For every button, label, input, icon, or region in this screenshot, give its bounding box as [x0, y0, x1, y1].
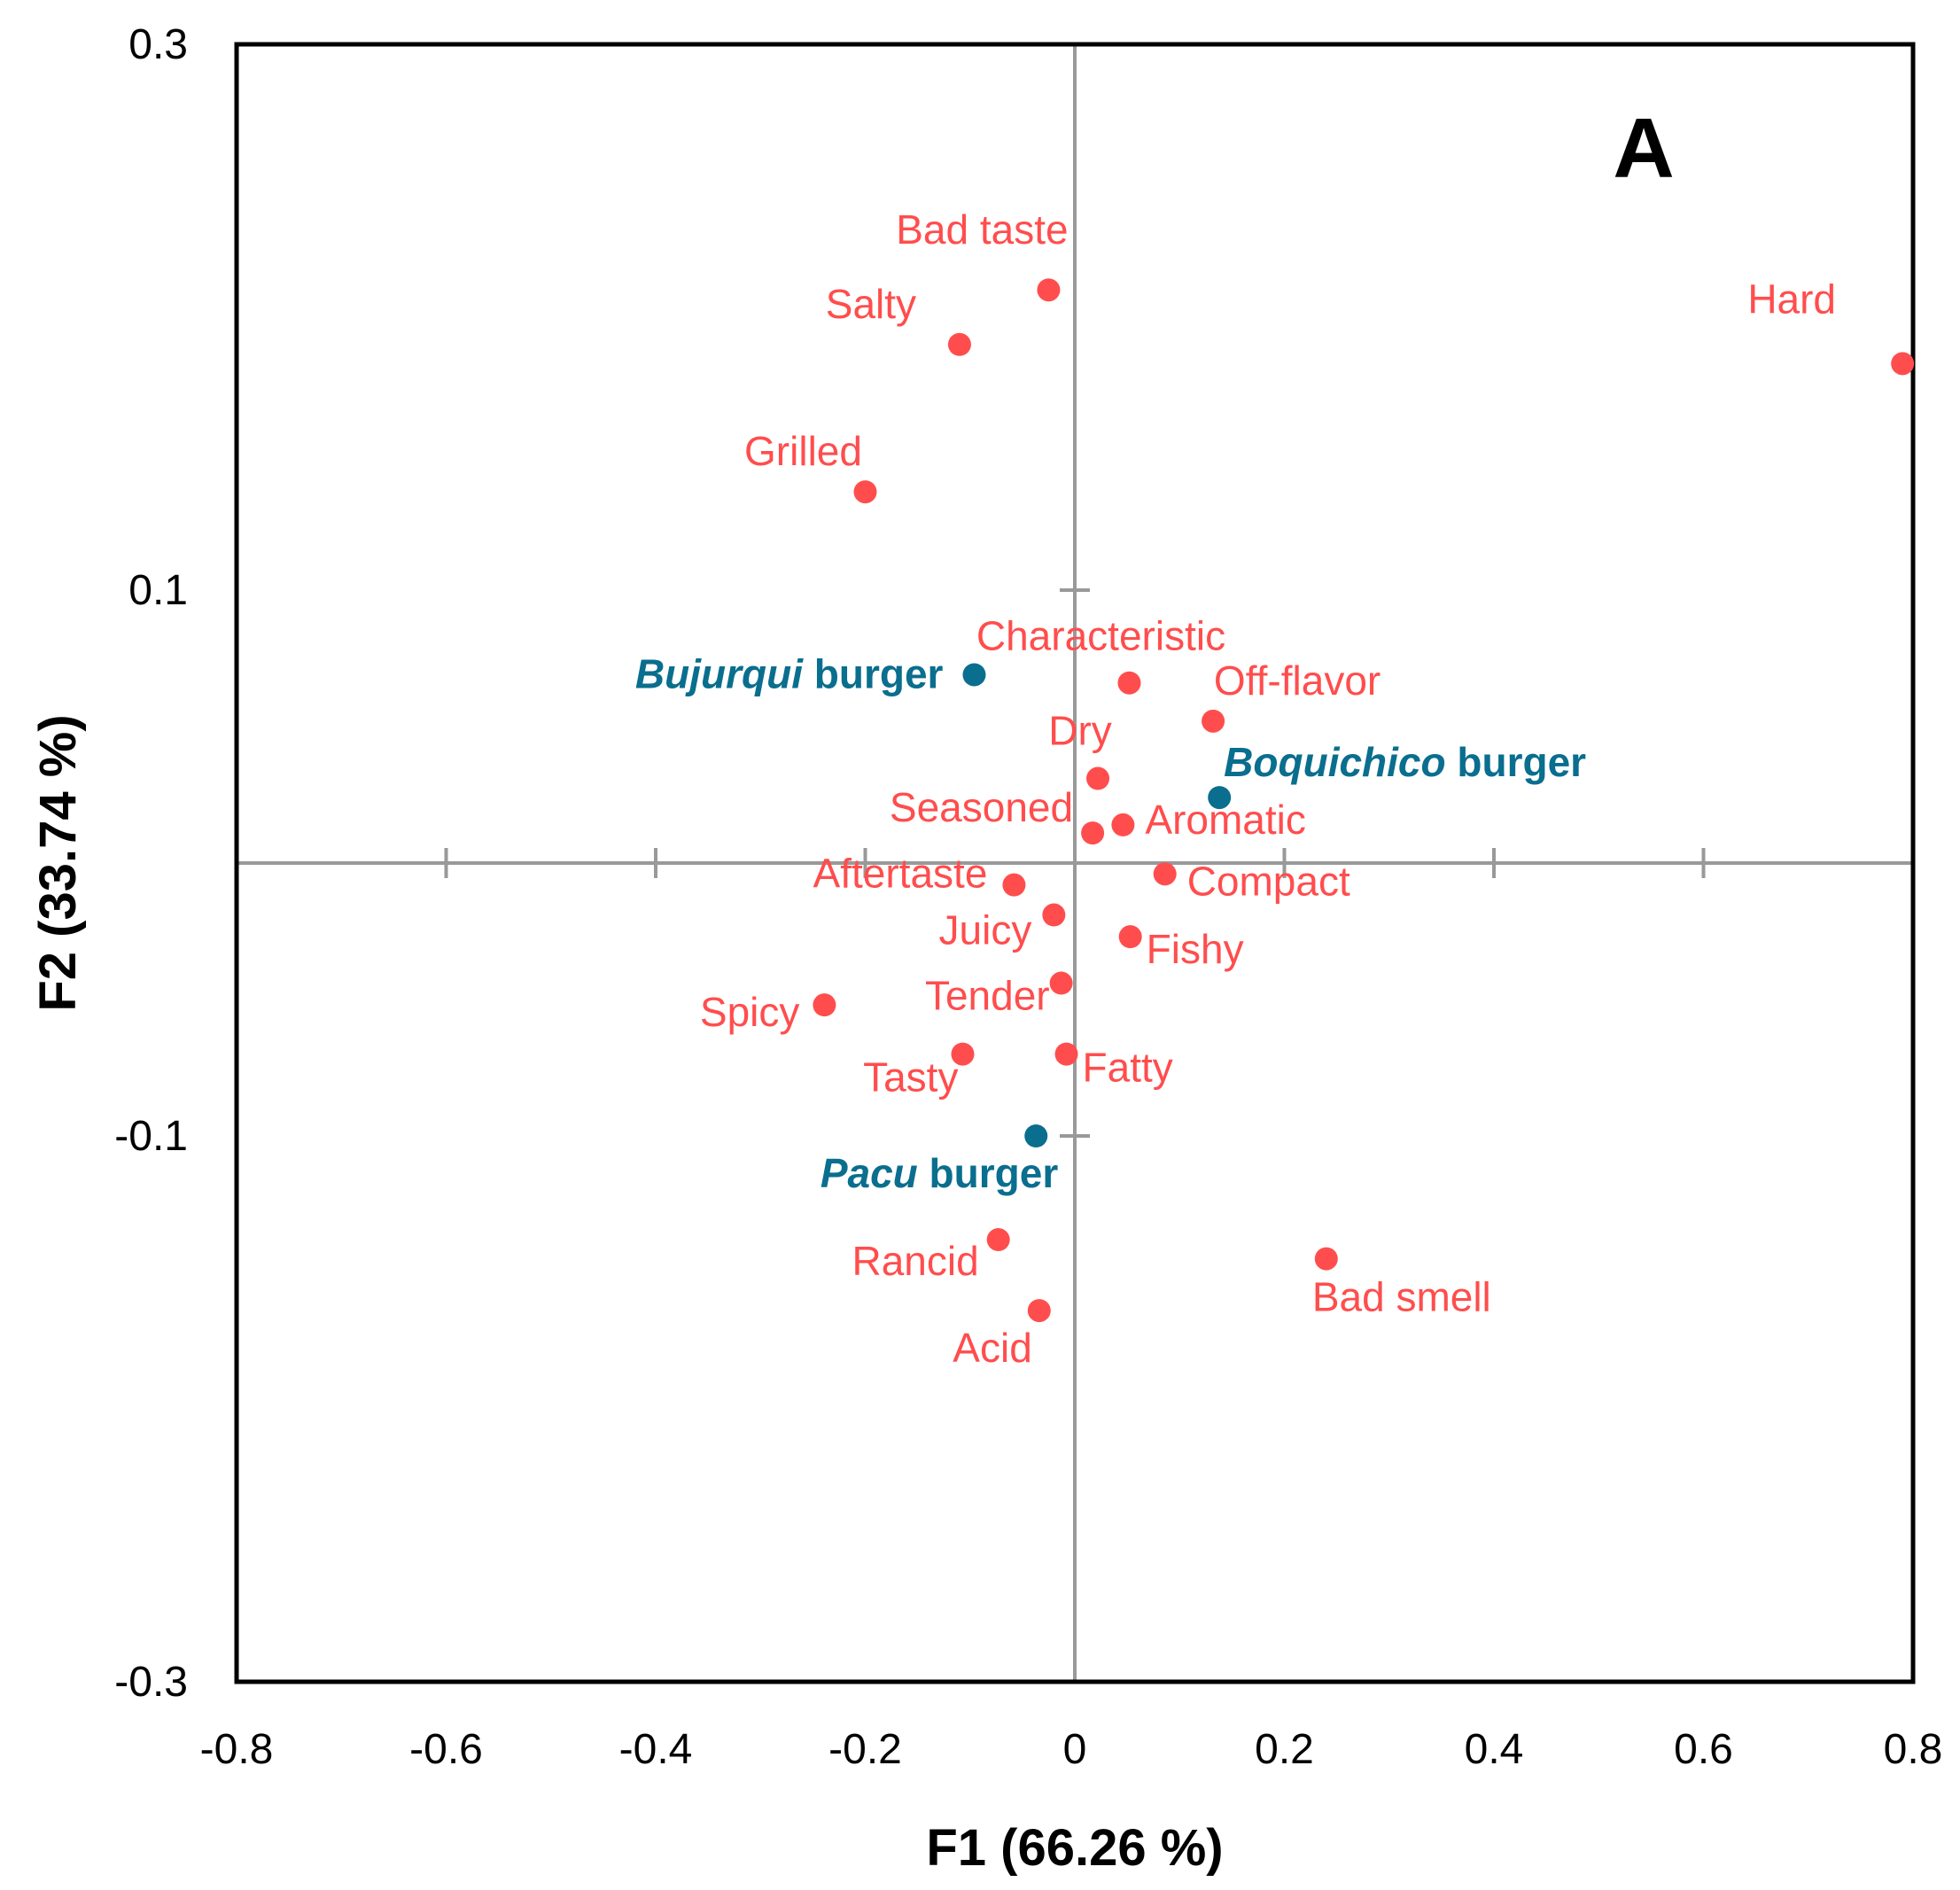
x-tick-label: 0.4	[1465, 1726, 1524, 1773]
product-label: Pacu burger	[821, 1150, 1059, 1196]
product-label: Bujurqui burger	[635, 650, 944, 696]
x-tick-label: -0.6	[409, 1726, 483, 1773]
attribute-label: Acid	[953, 1325, 1031, 1371]
attribute-label: Grilled	[744, 428, 862, 474]
attribute-label: Juicy	[939, 907, 1032, 953]
attribute-point	[1118, 925, 1142, 949]
attribute-point	[813, 993, 836, 1017]
x-tick-label: 0.6	[1674, 1726, 1733, 1773]
attribute-point	[1314, 1247, 1338, 1271]
x-tick-label: -0.2	[828, 1726, 902, 1773]
x-axis-title: F1 (66.26 %)	[926, 1819, 1223, 1877]
attribute-label: Seasoned	[890, 784, 1073, 830]
product-point	[1208, 786, 1232, 810]
y-tick-label: 0.1	[128, 567, 188, 614]
attribute-label: Rancid	[852, 1238, 978, 1284]
attribute-point	[947, 332, 971, 356]
attribute-point	[1002, 873, 1026, 897]
x-tick-label: 0	[1063, 1726, 1087, 1773]
attribute-point	[951, 1042, 975, 1066]
plot-frame	[234, 42, 1916, 1684]
attribute-label: Tasty	[863, 1054, 958, 1101]
attribute-label: Hard	[1747, 276, 1836, 322]
product-point	[962, 663, 986, 687]
panel-label: A	[1613, 101, 1674, 196]
y-axis-title: F2 (33.74 %)	[29, 714, 87, 1011]
attribute-label: Compact	[1187, 858, 1350, 904]
attribute-point	[1081, 821, 1105, 845]
attribute-label: Characteristic	[976, 613, 1225, 659]
attribute-point	[1891, 352, 1915, 376]
attribute-point	[1153, 862, 1177, 886]
x-tick-labels: -0.8 -0.6 -0.4 -0.2 0 0.2 0.4 0.6 0.8	[200, 1726, 1943, 1773]
attribute-label: Fatty	[1083, 1045, 1173, 1091]
attribute-point	[1111, 813, 1135, 836]
attribute-label: Tender	[925, 973, 1050, 1019]
attribute-label: Off-flavor	[1214, 657, 1381, 704]
attribute-point	[1027, 1299, 1051, 1323]
attribute-point	[1117, 671, 1141, 695]
attribute-label: Bad smell	[1312, 1274, 1491, 1320]
attribute-label: Bad taste	[896, 206, 1068, 253]
attribute-label: Fishy	[1147, 926, 1244, 972]
attribute-label: Spicy	[700, 989, 799, 1035]
attribute-point	[1086, 766, 1110, 790]
product-point	[1024, 1124, 1048, 1147]
attribute-point	[986, 1228, 1010, 1252]
attribute-point	[853, 480, 877, 504]
attribute-point	[1042, 903, 1066, 927]
x-tick-label: -0.4	[619, 1726, 693, 1773]
x-tick-label: 0.8	[1884, 1726, 1943, 1773]
data-points: Bad taste Salty Hard Grilled CharacteristicO…	[635, 206, 1915, 1371]
y-tick-label: 0.3	[128, 21, 188, 68]
attribute-point	[1037, 278, 1061, 302]
attribute-point	[1054, 1042, 1078, 1066]
zero-axes	[235, 43, 1915, 1684]
x-tick-label: -0.8	[200, 1726, 274, 1773]
y-tick-label: -0.1	[114, 1113, 188, 1160]
attribute-point	[1202, 709, 1225, 733]
y-tick-label: -0.3	[114, 1659, 188, 1706]
attribute-label: Salty	[826, 281, 916, 327]
attribute-label: Aftertaste	[813, 851, 988, 897]
y-tick-labels: 0.3 0.1 -0.1 -0.3	[114, 21, 188, 1706]
product-label: Boquichico burger	[1224, 739, 1586, 785]
attribute-point	[1049, 971, 1073, 995]
attribute-label: Dry	[1048, 708, 1112, 754]
x-tick-label: 0.2	[1255, 1726, 1314, 1773]
